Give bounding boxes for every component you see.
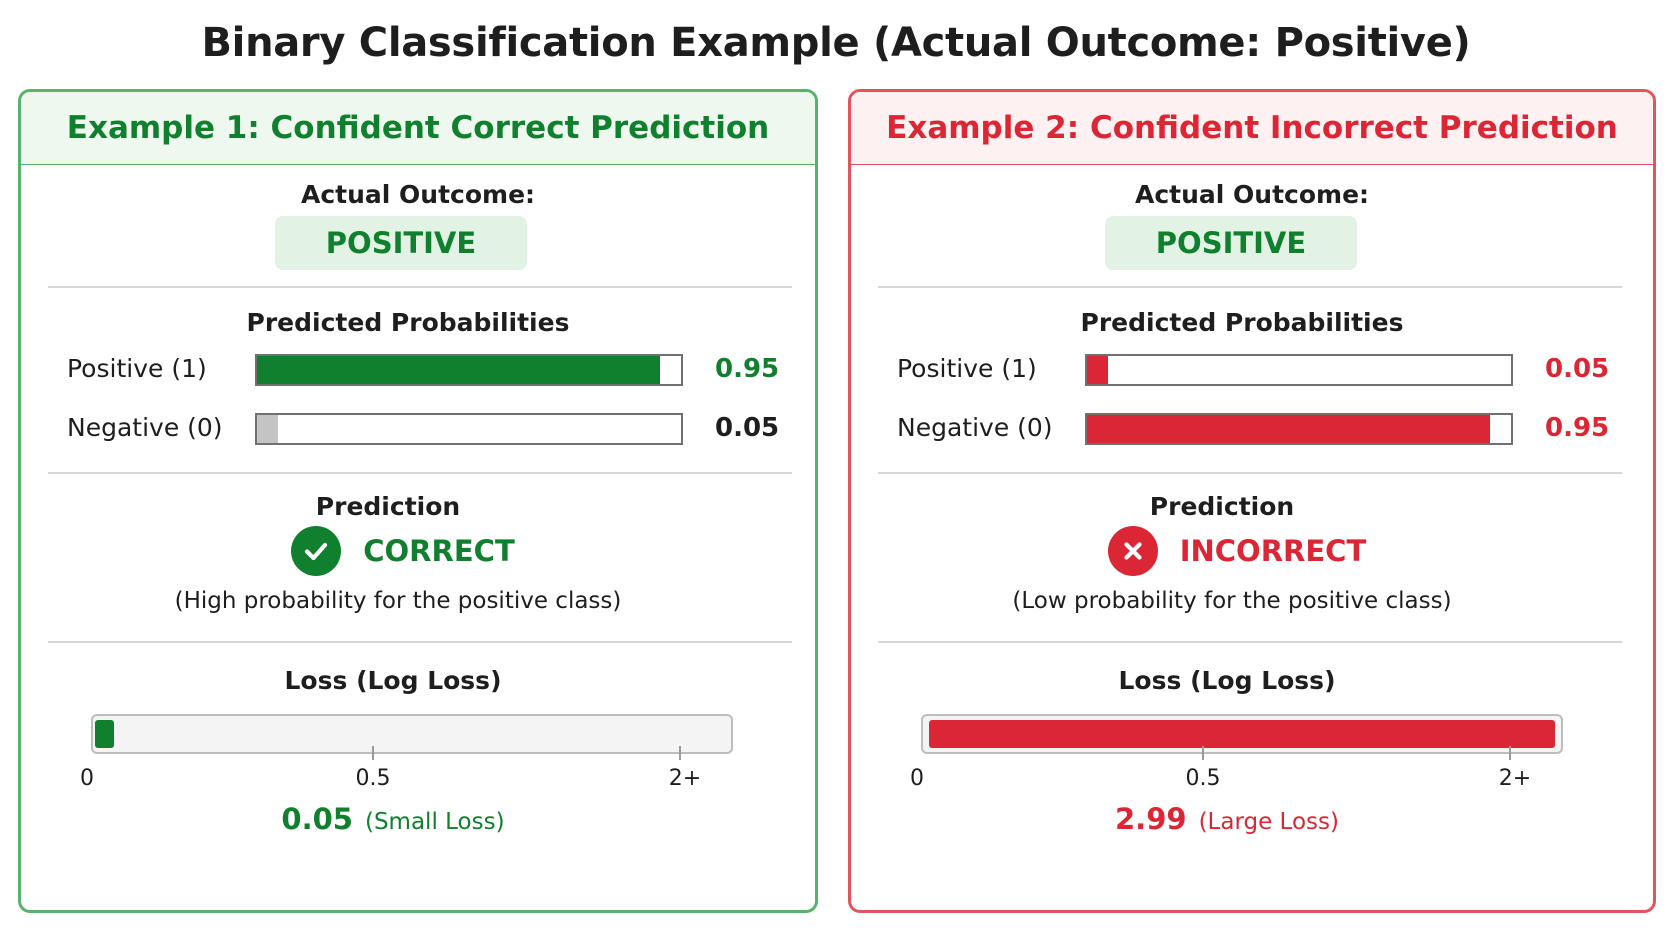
actual-outcome-badge: POSITIVE [275,216,527,270]
loss-tick-label-mid: 0.5 [1185,766,1221,791]
loss-tick-mid [1202,746,1204,760]
prediction-verdict: INCORRECT [851,526,1653,576]
prediction-reason: (Low probability for the positive class) [1012,588,1452,614]
loss-summary: 2.99 (Large Loss) [851,802,1653,836]
predicted-probabilities-title: Predicted Probabilities [246,308,570,337]
prob-bar-positive [1085,354,1513,386]
divider [878,286,1622,288]
x-icon [1107,526,1158,576]
prob-bar-fill-positive [257,356,660,384]
loss-tick-label-end: 2+ [1498,766,1532,791]
loss-summary: 0.05 (Small Loss) [21,802,815,836]
example-panel-correct: Example 1: Confident Correct Prediction … [18,89,818,913]
prediction-title: Prediction [315,492,461,521]
loss-bar-fill [929,720,1555,748]
loss-title: Loss (Log Loss) [284,666,502,695]
prob-bar-negative [1085,413,1513,445]
prob-value-negative: 0.05 [715,413,780,443]
actual-outcome-label: Actual Outcome: [300,180,536,209]
verdict-text: INCORRECT [1179,534,1367,568]
actual-outcome-badge: POSITIVE [1105,216,1357,270]
divider [878,641,1622,643]
panel-header: Example 1: Confident Correct Prediction [21,92,815,165]
divider [878,472,1622,474]
prediction-verdict: CORRECT [21,526,815,576]
loss-tick-end [1509,746,1511,760]
divider [48,472,792,474]
loss-tick-mid [372,746,374,760]
actual-outcome-label: Actual Outcome: [1134,180,1370,209]
prob-label-positive: Positive (1) [67,354,207,383]
panel-header: Example 2: Confident Incorrect Predictio… [851,92,1653,165]
prob-label-negative: Negative (0) [897,413,1053,442]
prob-bar-fill-negative [1087,415,1490,443]
prob-label-negative: Negative (0) [67,413,223,442]
loss-note: (Large Loss) [1198,809,1339,835]
loss-tick-label-0: 0 [910,766,924,791]
loss-bar [921,714,1563,754]
prob-bar-negative [255,413,683,445]
check-icon [291,526,342,576]
divider [48,286,792,288]
loss-tick-end [679,746,681,760]
page-title: Binary Classification Example (Actual Ou… [201,20,1471,66]
loss-title: Loss (Log Loss) [1118,666,1336,695]
loss-bar [91,714,733,754]
prob-value-positive: 0.95 [715,354,780,384]
loss-value: 0.05 [281,802,353,836]
prob-bar-positive [255,354,683,386]
loss-tick-label-0: 0 [80,766,94,791]
prediction-reason: (High probability for the positive class… [174,588,622,614]
prediction-title: Prediction [1149,492,1295,521]
loss-tick-label-mid: 0.5 [355,766,391,791]
divider [48,641,792,643]
prob-label-positive: Positive (1) [897,354,1037,383]
verdict-text: CORRECT [363,534,515,568]
loss-note: (Small Loss) [364,809,505,835]
predicted-probabilities-title: Predicted Probabilities [1080,308,1404,337]
loss-value: 2.99 [1115,802,1187,836]
prob-bar-fill-positive [1087,356,1109,384]
prob-bar-fill-negative [257,415,279,443]
prob-value-negative: 0.95 [1545,413,1610,443]
loss-bar-fill [95,720,114,748]
loss-tick-label-end: 2+ [668,766,702,791]
example-panel-incorrect: Example 2: Confident Incorrect Predictio… [848,89,1656,913]
prob-value-positive: 0.05 [1545,354,1610,384]
